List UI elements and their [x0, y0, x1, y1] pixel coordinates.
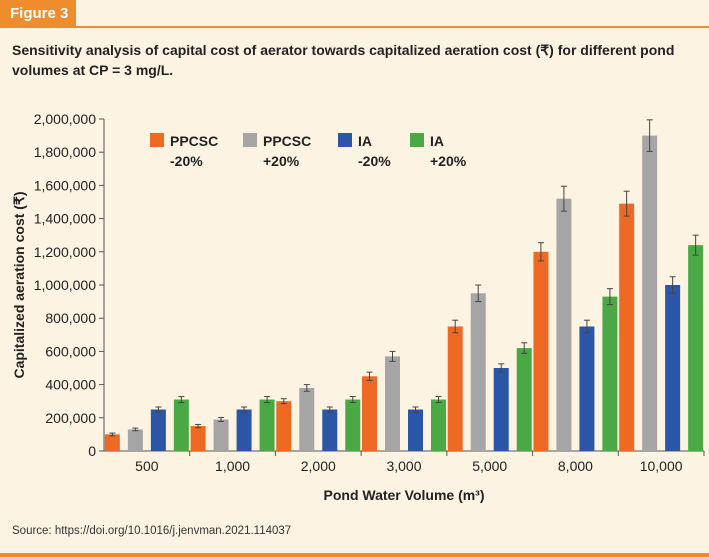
legend-label: PPCSC	[263, 133, 311, 149]
legend-label: PPCSC	[170, 133, 218, 149]
y-tick-label: 1,400,000	[34, 211, 96, 227]
bar	[408, 409, 423, 451]
bar	[431, 399, 446, 451]
legend-label: -20%	[358, 153, 391, 169]
bar	[236, 409, 252, 451]
bar	[493, 368, 509, 451]
figure-label: Figure 3	[0, 0, 76, 28]
legend-label: +20%	[263, 153, 300, 169]
bar	[362, 376, 377, 451]
y-tick-label: 200,000	[45, 410, 96, 426]
bar	[688, 245, 704, 451]
bar	[299, 387, 315, 451]
source-citation: Source: https://doi.org/10.1016/j.jenvma…	[12, 525, 292, 537]
x-tick-label: 5,000	[472, 458, 507, 474]
y-tick-label: 0	[88, 443, 96, 459]
bar	[213, 419, 229, 451]
legend-label: IA	[430, 133, 444, 149]
bar	[190, 426, 206, 451]
header-rule	[76, 26, 709, 28]
legend-swatch	[243, 133, 257, 147]
x-tick-label: 10,000	[640, 458, 683, 474]
legend-label: IA	[358, 133, 372, 149]
bar	[345, 399, 361, 451]
y-tick-label: 600,000	[45, 343, 96, 359]
bar	[150, 409, 166, 451]
x-tick-label: 1,000	[215, 458, 250, 474]
legend-label: -20%	[170, 153, 203, 169]
y-tick-label: 800,000	[45, 310, 96, 326]
x-tick-label: 500	[135, 458, 159, 474]
y-axis-title: Capitalized aeration cost (₹)	[11, 191, 27, 378]
legend-swatch	[410, 133, 424, 147]
bar	[470, 293, 486, 451]
bar	[579, 326, 595, 451]
bar	[602, 296, 618, 451]
bar	[259, 399, 275, 451]
x-axis-title: Pond Water Volume (m³)	[324, 487, 485, 503]
bar	[642, 135, 658, 451]
bar	[385, 356, 400, 451]
legend-swatch	[338, 133, 352, 147]
footer-rule	[0, 553, 709, 557]
bar	[104, 434, 120, 451]
bar	[516, 348, 532, 451]
legend-label: +20%	[430, 153, 467, 169]
bar	[447, 326, 463, 451]
y-tick-label: 1,600,000	[34, 177, 96, 193]
bar	[619, 203, 635, 451]
bar	[127, 429, 143, 451]
x-tick-label: 3,000	[386, 458, 421, 474]
chart-title: Sensitivity analysis of capital cost of …	[12, 42, 675, 78]
bar	[173, 399, 189, 451]
legend-swatch	[150, 133, 164, 147]
y-tick-label: 400,000	[45, 377, 96, 393]
y-tick-label: 1,800,000	[34, 144, 96, 160]
x-tick-label: 8,000	[558, 458, 593, 474]
bar	[665, 285, 681, 451]
bar	[276, 401, 292, 451]
y-tick-label: 1,000,000	[34, 277, 96, 293]
bar	[533, 251, 549, 451]
y-tick-label: 1,200,000	[34, 244, 96, 260]
bar	[556, 198, 572, 451]
x-tick-label: 2,000	[301, 458, 336, 474]
bar	[322, 409, 338, 451]
y-tick-label: 2,000,000	[34, 111, 96, 127]
